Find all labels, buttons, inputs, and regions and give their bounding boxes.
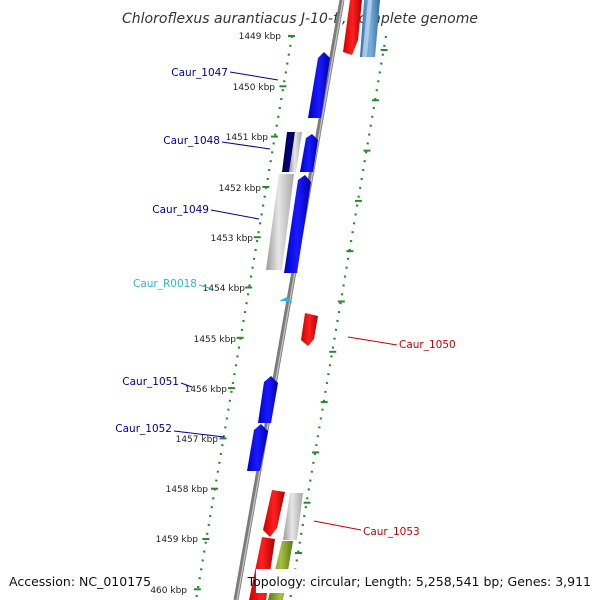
forward-cds-arrow — [284, 175, 311, 273]
gene-label: Caur_1047 — [171, 67, 228, 79]
kbp-label: 1451 kbp — [226, 133, 269, 143]
kbp-label: 1453 kbp — [211, 234, 254, 244]
kbp-label: 1460 kbp — [145, 586, 188, 596]
kbp-label: 1452 kbp — [219, 184, 262, 194]
leader-line — [173, 430, 225, 438]
gene-label: Caur_1051 — [122, 376, 179, 388]
kbp-label: 1459 kbp — [156, 535, 199, 545]
cog-feature-highlight — [362, 0, 372, 57]
kbp-label: 1457 kbp — [176, 435, 219, 445]
kbp-label: 1450 kbp — [233, 83, 276, 93]
gene-label: Caur_R0018 — [133, 278, 197, 290]
reverse-cds-arrow — [249, 537, 275, 600]
kbp-label: 1458 kbp — [166, 485, 209, 495]
leader-line — [180, 382, 193, 388]
map-title: Chloroflexus aurantiacus J-10-fl, comple… — [122, 11, 478, 27]
reverse-cds-arrow — [343, 0, 362, 55]
accession-label: Accession: NC_010175 — [9, 574, 151, 589]
minor-ticks — [295, 49, 388, 554]
gene-label: Caur_1053 — [363, 526, 420, 538]
cog-feature-block — [283, 493, 303, 540]
major-ticks — [193, 35, 295, 591]
forward-cds-arrow — [258, 376, 278, 423]
leader-line — [229, 71, 279, 81]
kbp-labels: 1449 kbp 1450 kbp 1451 kbp 1452 kbp 1453… — [145, 32, 282, 596]
forward-cds-arrow — [308, 52, 330, 118]
rna-feature — [279, 297, 293, 303]
leader-line — [221, 141, 271, 150]
gene-labels: Caur_1047 Caur_1048 Caur_1049 Caur_R0018… — [115, 67, 455, 538]
cog-feature-block — [266, 174, 294, 270]
cog-feature-block — [282, 132, 295, 172]
summary-bg — [256, 569, 596, 593]
leader-line — [210, 209, 260, 220]
cog-feature-block — [289, 132, 302, 172]
kbp-label: 1456 kbp — [185, 385, 228, 395]
forward-cds-arrow — [300, 134, 318, 172]
leader-line — [347, 336, 398, 346]
gene-label: Caur_1052 — [115, 423, 172, 435]
reverse-cds-arrow — [301, 313, 318, 346]
leader-line — [313, 520, 362, 531]
leader-line — [198, 284, 213, 290]
gene-label: Caur_1048 — [163, 135, 220, 147]
kbp-label: 1454 kbp — [203, 284, 246, 294]
forward-cds-arrow — [247, 424, 268, 471]
leader-lines — [173, 71, 398, 531]
gene-label: Caur_1050 — [399, 339, 456, 351]
genome-summary: Topology: circular; Length: 5,258,541 bp… — [247, 574, 591, 589]
kbp-label: 1455 kbp — [194, 335, 237, 345]
gene-label: Caur_1049 — [152, 204, 209, 216]
accession-bg — [4, 569, 150, 593]
reverse-cds-arrow — [263, 490, 285, 537]
kbp-label: 1449 kbp — [239, 32, 282, 42]
